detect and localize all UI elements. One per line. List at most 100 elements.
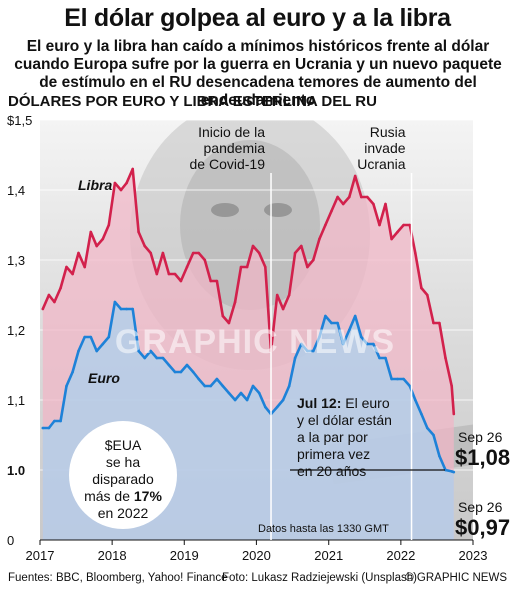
- data-point-euro: [245, 398, 249, 402]
- data-point-euro: [185, 363, 189, 367]
- data-point-libra: [372, 202, 375, 206]
- data-point-euro: [281, 398, 285, 402]
- data-point-euro: [384, 356, 387, 360]
- data-point-libra: [119, 188, 123, 192]
- data-point-euro: [372, 342, 375, 346]
- data-point-euro: [59, 419, 62, 423]
- data-point-euro: [155, 356, 159, 360]
- data-point-libra: [408, 223, 412, 227]
- data-point-libra: [287, 293, 291, 297]
- data-point-euro: [348, 328, 351, 332]
- data-point-libra: [179, 279, 183, 283]
- data-point-libra: [396, 230, 399, 234]
- data-point-euro: [420, 412, 423, 416]
- data-point-libra: [414, 251, 417, 255]
- y-tick-label: 1.0: [7, 463, 25, 478]
- data-point-euro: [378, 356, 381, 360]
- y-tick-label: 1,3: [7, 253, 25, 268]
- data-note: Datos hasta las 1330 GMT: [258, 523, 389, 535]
- series-lines: [41, 167, 456, 474]
- x-tick-label: 2023: [459, 548, 488, 563]
- data-point-libra: [161, 251, 165, 255]
- exchange-rate-chart: $1,5 1,4 1,3 1,2 1,1 1.0 0 2017 2018 2019 2020 202…: [7, 115, 510, 563]
- data-point-libra: [306, 265, 309, 269]
- data-point-euro: [390, 377, 393, 381]
- y-axis: $1,5 1,4 1,3 1,2 1,1 1.0 0: [7, 115, 32, 548]
- data-point-libra: [348, 195, 351, 199]
- data-point-libra: [41, 307, 45, 311]
- data-point-euro: [125, 307, 128, 311]
- data-point-euro: [293, 356, 297, 360]
- data-point-libra: [384, 202, 387, 206]
- data-point-libra: [257, 251, 261, 255]
- data-point-libra: [245, 265, 249, 269]
- series-line-libra: [41, 167, 456, 415]
- data-point-euro: [444, 468, 447, 472]
- data-point-euro: [306, 349, 309, 353]
- data-point-euro: [251, 384, 255, 388]
- data-point-libra: [275, 293, 279, 297]
- bubble-text: se ha: [106, 454, 140, 470]
- data-point-libra: [101, 237, 105, 241]
- x-tick-label: 2018: [98, 548, 127, 563]
- data-point-euro: [312, 349, 315, 353]
- data-point-euro: [143, 356, 146, 360]
- data-point-euro: [353, 314, 357, 318]
- data-point-libra: [53, 300, 56, 304]
- jul12-annotation: Jul 12: El euro: [297, 395, 390, 411]
- data-point-euro: [366, 342, 369, 346]
- data-point-euro: [221, 384, 225, 388]
- data-point-libra: [353, 174, 357, 178]
- ukraine-annotation: Rusia: [370, 124, 406, 140]
- dollar-bubble: [69, 421, 177, 529]
- data-point-euro: [239, 391, 243, 395]
- data-point-euro: [101, 342, 105, 346]
- page-title: El dólar golpea al euro y a la libra: [64, 4, 451, 32]
- data-point-libra: [239, 265, 243, 269]
- bubble-text: en 2022: [98, 505, 149, 521]
- data-point-libra: [330, 209, 333, 213]
- data-point-euro: [233, 398, 237, 402]
- x-axis: 2017 2018 2019 2020 2021 2022 2023: [26, 539, 488, 563]
- data-point-euro: [341, 342, 345, 346]
- data-point-euro: [197, 377, 200, 381]
- covid-annotation: pandemia: [204, 140, 266, 156]
- data-point-libra: [107, 223, 111, 227]
- euro-end-value: $0,97: [455, 515, 510, 540]
- footer-photo: Foto: Lukasz Radziejewski (Unsplash): [222, 572, 417, 584]
- subtitle: El euro y la libra han caído a mínimos h…: [14, 38, 502, 109]
- data-point-libra: [167, 272, 171, 276]
- data-point-libra: [390, 237, 393, 241]
- data-point-euro: [179, 370, 183, 374]
- data-point-libra: [83, 265, 86, 269]
- data-point-libra: [89, 230, 93, 234]
- data-point-libra: [173, 272, 177, 276]
- data-point-libra: [65, 265, 68, 269]
- libra-label: Libra: [78, 177, 112, 193]
- x-tick-label: 2021: [314, 548, 343, 563]
- data-point-libra: [366, 195, 369, 199]
- x-tick-label: 2017: [26, 548, 55, 563]
- data-point-libra: [233, 300, 237, 304]
- data-point-libra: [215, 279, 219, 283]
- data-point-libra: [444, 356, 447, 360]
- data-point-libra: [341, 202, 345, 206]
- data-point-libra: [113, 181, 117, 185]
- data-point-libra: [402, 223, 405, 227]
- data-point-euro: [300, 342, 303, 346]
- data-point-euro: [119, 307, 123, 311]
- covid-annotation: Inicio de la: [198, 124, 265, 140]
- x-tick-label: 2020: [242, 548, 271, 563]
- data-point-euro: [173, 370, 177, 374]
- data-point-euro: [396, 377, 399, 381]
- data-point-euro: [65, 384, 68, 388]
- bubble-text: $EUA: [105, 437, 142, 453]
- data-point-libra: [300, 244, 303, 248]
- data-point-euro: [275, 405, 279, 409]
- data-point-euro: [330, 321, 333, 325]
- data-point-libra: [77, 251, 80, 255]
- data-point-euro: [89, 335, 93, 339]
- data-point-euro: [95, 349, 98, 353]
- data-point-euro: [426, 426, 429, 430]
